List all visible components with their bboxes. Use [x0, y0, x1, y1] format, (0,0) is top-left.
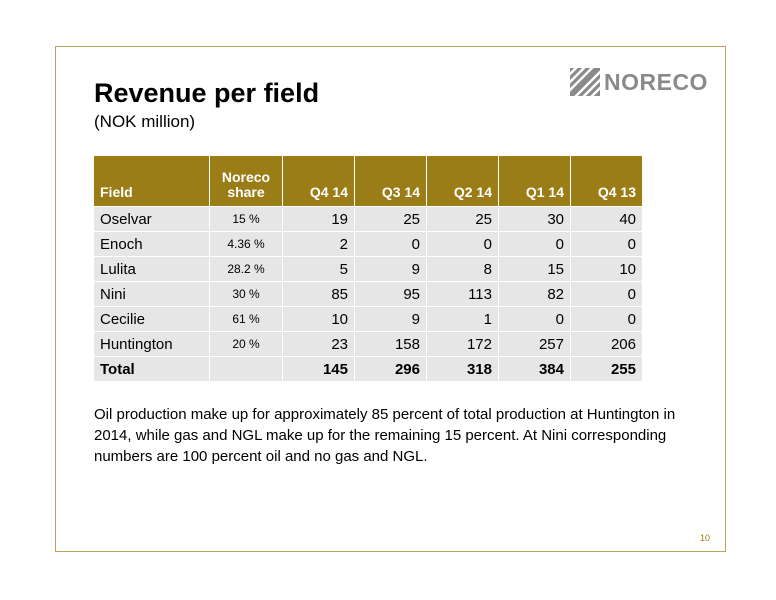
noreco-stripes-icon	[570, 68, 600, 96]
cell-value: 19	[282, 206, 355, 232]
cell-value: 113	[426, 281, 499, 307]
cell-value: 15	[498, 256, 571, 282]
cell-value: 0	[498, 306, 571, 332]
table-row: Nini 30 % 85 95 113 82 0	[93, 281, 643, 307]
cell-value: 9	[354, 306, 427, 332]
share-value: 4.36 %	[209, 231, 283, 257]
share-value: 20 %	[209, 331, 283, 357]
header-q1-14: Q1 14	[498, 155, 571, 207]
table-row: Cecilie 61 % 10 9 1 0 0	[93, 306, 643, 332]
share-value: 28.2 %	[209, 256, 283, 282]
total-value: 145	[282, 356, 355, 382]
share-value: 30 %	[209, 281, 283, 307]
cell-value: 10	[282, 306, 355, 332]
page-title: Revenue per field	[94, 78, 320, 108]
cell-value: 5	[282, 256, 355, 282]
total-row: Total 145 296 318 384 255	[93, 356, 643, 382]
field-name: Cecilie	[93, 306, 210, 332]
cell-value: 25	[426, 206, 499, 232]
table-row: Huntington 20 % 23 158 172 257 206	[93, 331, 643, 357]
page-subtitle: (NOK million)	[94, 112, 196, 131]
logo-text: NORECO	[604, 68, 708, 95]
noreco-logo: NORECO	[570, 68, 712, 96]
total-value: 384	[498, 356, 571, 382]
field-name: Enoch	[93, 231, 210, 257]
table-row: Oselvar 15 % 19 25 25 30 40	[93, 206, 643, 232]
table-row: Lulita 28.2 % 5 9 8 15 10	[93, 256, 643, 282]
cell-value: 1	[426, 306, 499, 332]
cell-value: 257	[498, 331, 571, 357]
cell-value: 8	[426, 256, 499, 282]
total-value: 296	[354, 356, 427, 382]
cell-value: 0	[570, 306, 643, 332]
field-name: Oselvar	[93, 206, 210, 232]
cell-value: 0	[570, 281, 643, 307]
cell-value: 0	[426, 231, 499, 257]
cell-value: 30	[498, 206, 571, 232]
table-header-row: Field Noreco share Q4 14 Q3 14 Q2 14 Q1 …	[93, 155, 643, 207]
cell-value: 9	[354, 256, 427, 282]
footnote-text: Oil production make up for approximately…	[94, 406, 676, 465]
share-value: 15 %	[209, 206, 283, 232]
header-share-line1: Noreco	[221, 169, 271, 185]
cell-value: 40	[570, 206, 643, 232]
slide-frame	[55, 46, 726, 552]
cell-value: 23	[282, 331, 355, 357]
cell-value: 0	[498, 231, 571, 257]
cell-value: 85	[282, 281, 355, 307]
field-name: Nini	[93, 281, 210, 307]
cell-value: 25	[354, 206, 427, 232]
header-q2-14: Q2 14	[426, 155, 499, 207]
cell-value: 172	[426, 331, 499, 357]
total-value: 255	[570, 356, 643, 382]
cell-value: 10	[570, 256, 643, 282]
cell-value: 95	[354, 281, 427, 307]
total-share	[209, 356, 283, 382]
total-label: Total	[93, 356, 210, 382]
header-share-line2: share	[227, 184, 265, 200]
field-name: Huntington	[93, 331, 210, 357]
header-q4-14: Q4 14	[282, 155, 355, 207]
total-value: 318	[426, 356, 499, 382]
share-value: 61 %	[209, 306, 283, 332]
field-name: Lulita	[93, 256, 210, 282]
header-field: Field	[93, 155, 210, 207]
cell-value: 0	[570, 231, 643, 257]
header-share: Noreco share	[209, 155, 283, 207]
page-number: 10	[700, 533, 711, 543]
cell-value: 206	[570, 331, 643, 357]
cell-value: 158	[354, 331, 427, 357]
revenue-table: Field Noreco share Q4 14 Q3 14 Q2 14 Q1 …	[93, 155, 643, 382]
table-row: Enoch 4.36 % 2 0 0 0 0	[93, 231, 643, 257]
cell-value: 0	[354, 231, 427, 257]
cell-value: 2	[282, 231, 355, 257]
cell-value: 82	[498, 281, 571, 307]
header-q4-13: Q4 13	[570, 155, 643, 207]
header-q3-14: Q3 14	[354, 155, 427, 207]
